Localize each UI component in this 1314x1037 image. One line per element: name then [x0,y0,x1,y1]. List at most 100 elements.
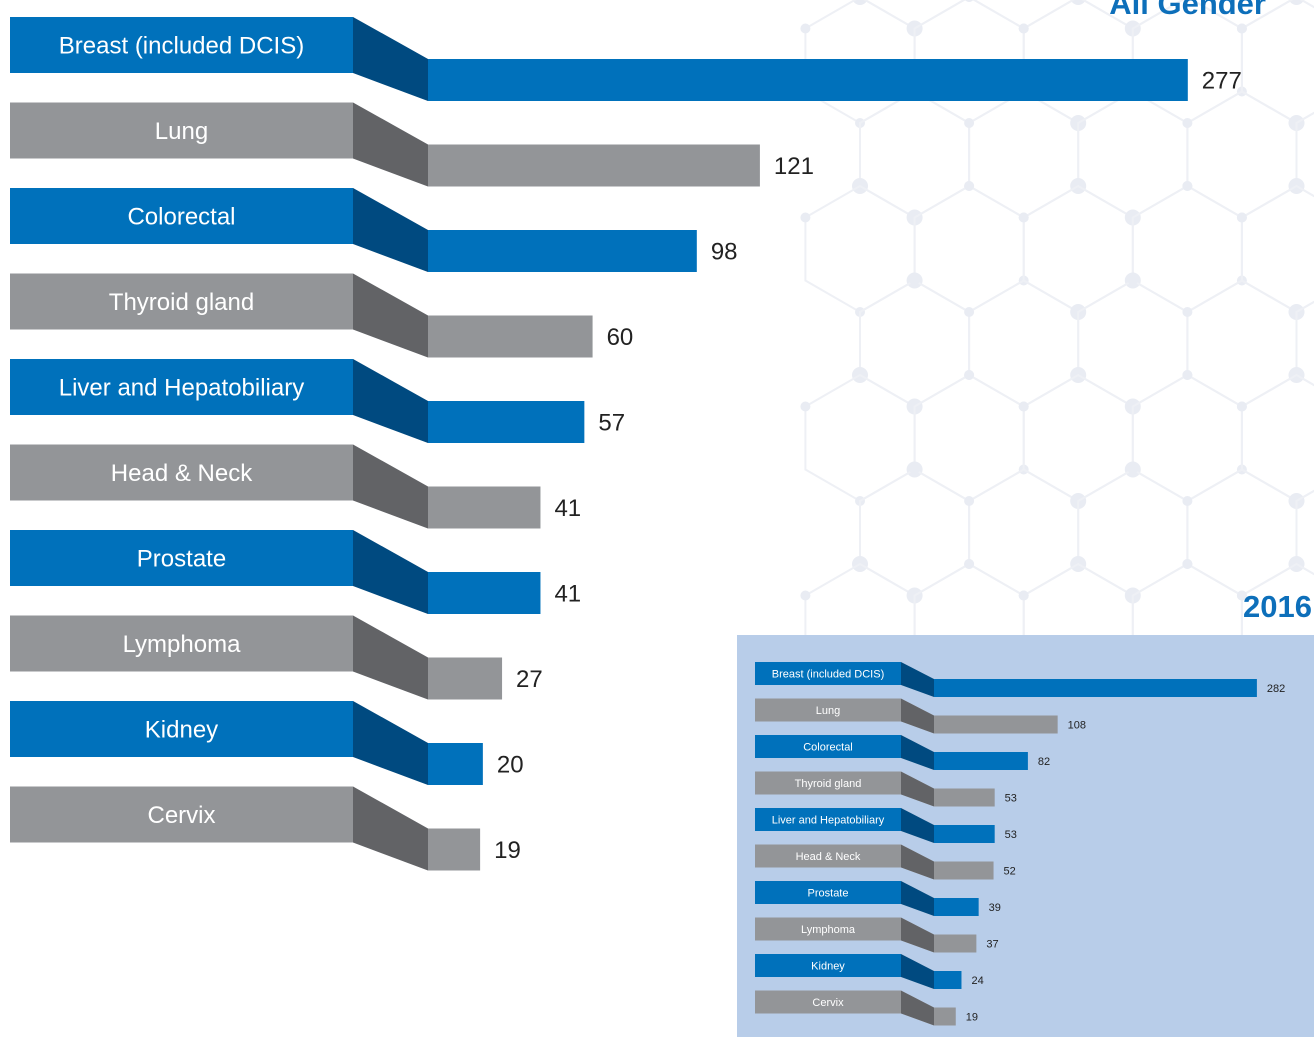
bar-fold [901,771,934,807]
bar-fold [353,701,428,785]
category-label-box [10,102,353,159]
data-bar [428,401,585,443]
data-value-label: 53 [1005,829,1017,841]
hexagon-node [909,275,920,286]
hexagon-node [1236,401,1247,412]
chart-title: All Gender [1109,0,1266,21]
data-bar [428,657,503,700]
inset-chart-title: 2016 [1243,589,1312,624]
category-label-box [10,444,353,501]
bar-fold [901,990,934,1026]
bar-fold [353,444,428,529]
data-value-label: 27 [516,666,543,693]
data-value-label: 52 [1004,865,1016,877]
bar-fold [901,844,934,880]
category-label-box [755,917,901,941]
data-bar [428,828,481,871]
hexagon-node [1182,307,1193,317]
category-label-box [755,698,901,722]
data-value-label: 60 [607,324,634,351]
hexagon-node [1018,590,1029,601]
category-label: Lymphoma [123,631,241,658]
category-label-box [755,808,901,831]
data-value-label: 282 [1267,683,1285,695]
hexagon-node [1182,496,1193,506]
category-label: Cervix [147,802,215,829]
bar-fold [353,359,428,443]
data-bar [934,1007,956,1026]
data-value-label: 20 [497,752,524,779]
category-label: Cervix [812,997,844,1009]
data-value-label: 19 [966,1011,978,1023]
category-label: Head & Neck [796,851,861,863]
category-label-box [10,786,353,843]
bar-fold [901,808,934,843]
category-label: Head & Neck [111,460,253,487]
bar-fold [353,615,428,700]
data-bar [428,59,1188,101]
data-value-label: 41 [554,495,581,522]
hexagon-node [1236,23,1247,34]
hexagon-node [1182,118,1193,128]
hexagon-node [1182,559,1193,569]
data-bar [934,752,1028,770]
data-bar [934,934,977,953]
hexagon-node [1018,212,1029,223]
bar-fold [353,102,428,187]
data-bar [934,825,995,843]
hexagon-node [1289,0,1304,5]
category-label-box [10,17,353,73]
category-label: Kidney [811,960,845,972]
category-label: Liver and Hepatobiliary [772,814,885,826]
data-bar [428,572,541,614]
data-value-label: 19 [494,837,521,864]
data-value-label: 57 [598,410,625,437]
data-value-label: 108 [1068,719,1086,731]
bar-fold [901,954,934,989]
category-label-box [755,735,901,758]
data-bar [428,486,541,529]
hexagon-node [964,118,975,128]
data-value-label: 277 [1202,68,1242,95]
bar-fold [901,735,934,770]
data-value-label: 37 [986,938,998,950]
category-label: Lymphoma [801,924,856,936]
hexagon-node [1070,0,1086,5]
hexagon-node [909,464,920,475]
bar-fold [901,917,934,953]
data-value-label: 24 [971,975,983,987]
category-label: Thyroid gland [795,778,862,790]
data-value-label: 39 [989,902,1001,914]
category-label-box [10,530,353,586]
category-label: Colorectal [803,741,853,753]
bar-fold [353,530,428,614]
data-value-label: 82 [1038,756,1050,768]
category-label-box [10,615,353,672]
data-bar [428,230,697,272]
category-label-box [755,954,901,977]
bar-fold [901,662,934,697]
hexagon-node [800,401,811,412]
category-label: Lung [155,118,208,145]
category-label: Colorectal [127,203,235,230]
hexagon-node [1236,590,1247,601]
hexagon-node [1236,212,1247,223]
hexagon-node [1018,23,1029,34]
category-label: Breast (included DCIS) [772,668,885,680]
hexagon-node [800,212,811,223]
main-bar-chart: Breast (included DCIS) 277 Lung 121 Colorect… [10,17,1242,871]
hexagon-node [964,307,975,317]
data-bar [428,743,483,785]
category-label: Breast (included DCIS) [59,32,304,59]
inset-chart-panel: Breast (included DCIS) 282 Lung 108 Colorect… [737,635,1314,1037]
hexagon-node [800,590,811,601]
hexagon-node [964,370,975,380]
data-bar [428,315,593,358]
category-label: Thyroid gland [109,289,254,316]
category-label-box [10,188,353,244]
data-bar [934,971,962,989]
data-value-label: 53 [1005,792,1017,804]
data-bar [934,788,995,807]
category-label: Prostate [137,545,226,572]
category-label-box [755,881,901,904]
